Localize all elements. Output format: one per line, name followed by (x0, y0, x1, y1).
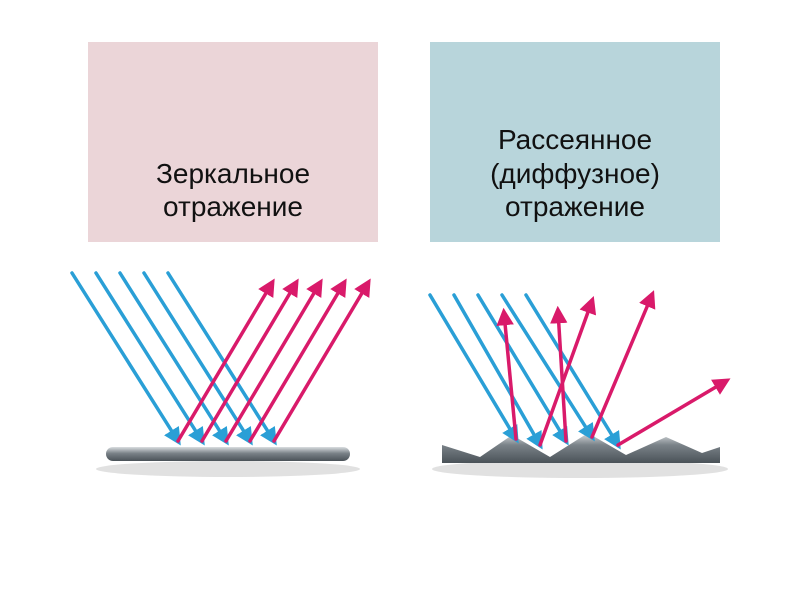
diffuse-panel: Рассеянное (диффузное) отражение (430, 42, 720, 242)
diffuse-diagram (420, 265, 740, 485)
specular-svg (70, 265, 390, 485)
specular-diagram (70, 265, 390, 485)
specular-panel: Зеркальное отражение (88, 42, 378, 242)
diffuse-label: Рассеянное (диффузное) отражение (430, 123, 720, 224)
diffuse-svg (420, 265, 740, 485)
specular-label: Зеркальное отражение (88, 157, 378, 224)
